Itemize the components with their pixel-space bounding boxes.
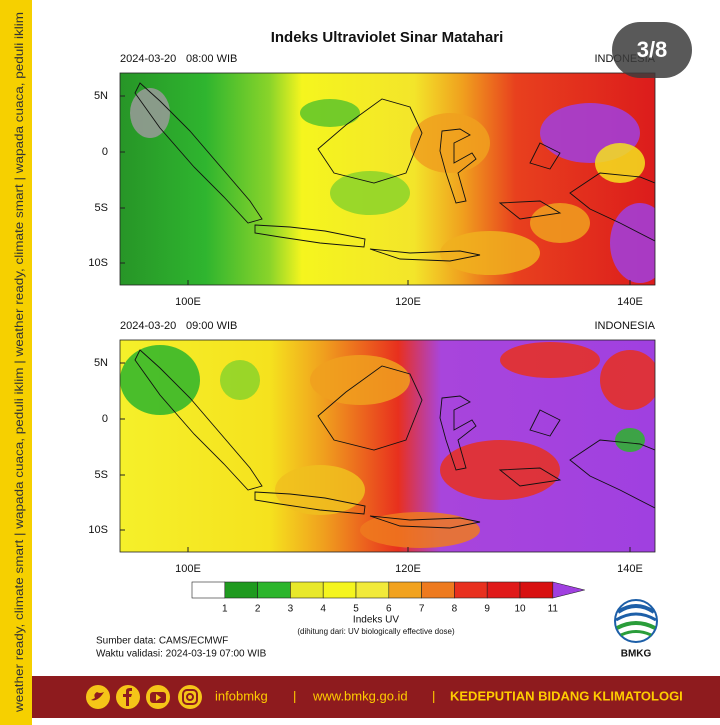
panel-time: 08:00 WIB: [186, 53, 237, 65]
uv-region: [275, 465, 365, 515]
colorbar-label: 6: [386, 604, 392, 615]
map-frame: [119, 339, 656, 553]
uv-region: [220, 360, 260, 400]
colorbar-box: [388, 581, 422, 599]
y-tick-label: 0: [102, 146, 108, 158]
uv-region: [500, 342, 600, 378]
logo-text: BMKG: [621, 649, 652, 660]
colorbar-label: 3: [288, 604, 294, 615]
uv-region: [610, 203, 655, 283]
youtube-icon[interactable]: [146, 685, 170, 709]
colorbar-title: Indeks UV: [353, 615, 399, 626]
footer-separator: |: [432, 688, 435, 703]
colorbar: 1 2 3 4 5 6 7 8 9 10 11 Indeks UV(dihitung dari: UV…: [191, 581, 585, 636]
y-tick-label: 5N: [94, 357, 108, 369]
colorbar-box: [322, 581, 357, 599]
uv-region: [615, 428, 645, 452]
colorbar-box: [355, 581, 390, 599]
colorbar-label: 1: [222, 604, 228, 615]
footer: infobmkg | www.bmkg.go.id | KEDEPUTIAN B…: [32, 676, 720, 718]
instagram-icon[interactable]: [178, 685, 202, 709]
map-frame: [119, 72, 656, 286]
twitter-icon[interactable]: [86, 685, 110, 709]
y-tick-label: 0: [102, 413, 108, 425]
colorbar-label: 5: [353, 604, 359, 615]
colorbar-box: [224, 581, 258, 599]
colorbar-label: 10: [514, 604, 526, 615]
uv-region: [440, 231, 540, 275]
x-tick-label: 120E: [395, 296, 421, 308]
badge-text: 3/8: [637, 37, 668, 62]
map-panels: 2024-03-20 08:00 WIB INDONESIA 5N 0 5S 10S 100E…: [88, 53, 656, 575]
panel-date: 2024-03-20: [120, 320, 176, 332]
colorbar-arrow: [552, 581, 585, 599]
uv-region: [360, 512, 480, 548]
colorbar-label: 8: [452, 604, 458, 615]
colorbar-label: 11: [548, 604, 559, 615]
y-tick-label: 10S: [88, 257, 108, 269]
map-panel: 2024-03-20 09:00 WIB INDONESIA 5N 0 5S 10S 100E…: [88, 320, 656, 575]
footer-handle[interactable]: infobmkg: [215, 688, 268, 703]
x-tick-label: 120E: [395, 563, 421, 575]
side-text: weather ready, climate smart | wapada cu…: [12, 12, 26, 713]
colorbar-box: [519, 581, 554, 599]
x-tick-label: 100E: [175, 296, 201, 308]
uv-region: [310, 355, 410, 405]
validity-text: Waktu validasi: 2024-03-19 07:00 WIB: [96, 649, 267, 660]
panel-time: 09:00 WIB: [186, 320, 237, 332]
colorbar-note: (dihitung dari: UV biologically effectiv…: [297, 627, 455, 636]
colorbar-label: 9: [484, 604, 490, 615]
y-tick-label: 5S: [95, 202, 108, 214]
colorbar-label: 4: [320, 604, 326, 615]
x-tick-label: 100E: [175, 563, 201, 575]
panel-region: INDONESIA: [594, 320, 655, 332]
uv-region: [530, 203, 590, 243]
colorbar-box: [421, 581, 455, 599]
uv-region: [595, 143, 645, 183]
bmkg-logo: BMKG: [614, 599, 658, 660]
footer-website[interactable]: www.bmkg.go.id: [312, 688, 408, 703]
uv-region: [410, 113, 490, 173]
uv-region: [300, 99, 360, 127]
panel-date: 2024-03-20: [120, 53, 176, 65]
x-tick-label: 140E: [617, 563, 643, 575]
y-tick-label: 5S: [95, 469, 108, 481]
footer-department: KEDEPUTIAN BIDANG KLIMATOLOGI: [450, 688, 683, 703]
footer-separator: |: [293, 688, 296, 703]
colorbar-label: 7: [419, 604, 425, 615]
colorbar-box: [191, 581, 226, 599]
uv-region: [120, 345, 200, 415]
x-tick-label: 140E: [617, 296, 643, 308]
map-field: [120, 340, 655, 552]
page-badge: 3/8: [612, 22, 692, 78]
uv-region: [330, 171, 410, 215]
title: Indeks Ultraviolet Sinar Matahari: [271, 29, 504, 46]
y-tick-label: 10S: [88, 524, 108, 536]
map-field: [120, 73, 655, 285]
uv-region: [600, 350, 655, 410]
facebook-icon[interactable]: [116, 685, 140, 709]
source-text: Sumber data: CAMS/ECMWF: [96, 636, 228, 647]
uv-region: [130, 88, 170, 138]
y-tick-label: 5N: [94, 90, 108, 102]
colorbar-box: [290, 581, 324, 599]
colorbar-box: [486, 581, 521, 599]
colorbar-label: 2: [255, 604, 261, 615]
colorbar-box: [257, 581, 291, 599]
side-strip: [0, 0, 32, 725]
colorbar-box: [454, 581, 488, 599]
